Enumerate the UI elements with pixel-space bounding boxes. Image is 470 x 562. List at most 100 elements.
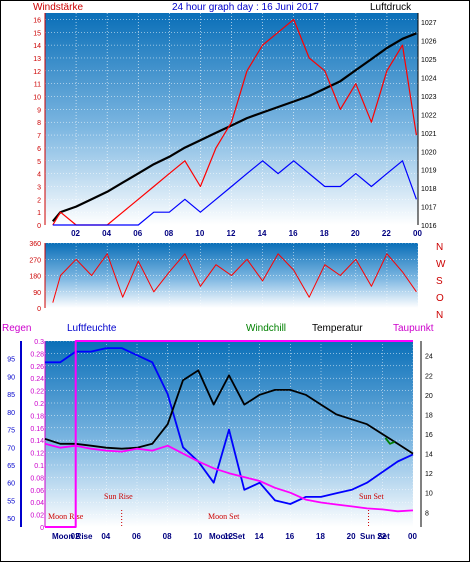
y-tick-label: 270 (29, 257, 41, 264)
x-tick-label: 06 (132, 532, 141, 541)
x-tick-label: 16 (285, 532, 294, 541)
x-tick-label: 20 (347, 532, 356, 541)
x-tick-label: 16 (289, 229, 298, 238)
y-right-tick-label: 1017 (421, 205, 437, 212)
x-tick-label: 20 (351, 229, 360, 238)
y-temp-tick-label: 14 (425, 452, 433, 459)
compass-label: N (436, 242, 443, 253)
event-sun-set: Sun Set (359, 492, 384, 501)
x-tick-label: 18 (320, 229, 329, 238)
x-tick-label: 12 (224, 532, 233, 541)
y-regen-tick-label: 0.14 (30, 438, 44, 445)
y-humidity-tick-label: 50 (7, 516, 15, 523)
series-line-luftdruck (51, 32, 417, 223)
event-moon-rise: Moon Rise (48, 512, 84, 521)
x-tick-label: 12 (227, 229, 236, 238)
y-right-tick-label: 1027 (421, 20, 437, 27)
x-tick-label: 02 (71, 532, 80, 541)
y-regen-tick-label: 0.18 (30, 413, 44, 420)
y-right-tick-label: 1026 (421, 39, 437, 46)
y-regen-tick-label: 0.1 (34, 463, 44, 470)
x-tick-label: 00 (413, 229, 422, 238)
y-regen-tick-label: 0.26 (30, 364, 44, 371)
y-humidity-tick-label: 60 (7, 481, 15, 488)
y-left-tick-label: 2 (37, 197, 41, 204)
x-tick-label: 22 (382, 229, 391, 238)
y-left-tick-label: 6 (37, 146, 41, 153)
y-regen-tick-label: 0.04 (30, 500, 44, 507)
y-left-tick-label: 5 (37, 159, 41, 166)
x-tick-label: 14 (258, 229, 267, 238)
y-humidity-tick-label: 75 (7, 428, 15, 435)
y-tick-label: 90 (33, 290, 41, 297)
y-left-tick-label: 9 (37, 107, 41, 114)
x-tick-label: 00 (408, 532, 417, 541)
series-line-regen (45, 340, 413, 528)
y-regen-tick-label: 0.06 (30, 488, 44, 495)
x-tick-label: 08 (164, 229, 173, 238)
compass-label: W (436, 259, 446, 270)
y-right-tick-label: 1020 (421, 149, 437, 156)
y-left-tick-label: 15 (33, 30, 41, 37)
series-line-taupunkt (44, 442, 414, 513)
series-line-windrichtung (52, 253, 417, 303)
y-regen-tick-label: 0.2 (34, 401, 44, 408)
y-temp-tick-label: 20 (425, 393, 433, 400)
y-left-tick-label: 11 (34, 82, 41, 89)
y-temp-tick-label: 24 (425, 354, 433, 361)
y-regen-tick-label: 0 (40, 525, 44, 532)
y-regen-tick-label: 0.02 (30, 513, 44, 520)
y-right-tick-label: 1023 (421, 94, 437, 101)
y-left-tick-label: 4 (37, 172, 41, 179)
x-tick-label: 04 (101, 532, 110, 541)
temp-humidity-chart: 02 04 06 08 10 12 14 16 18 20 22 0000.020.040.060.0… (7, 339, 433, 541)
windstaerke-label: Windstärke (33, 2, 83, 13)
x-tick-label: 08 (163, 532, 172, 541)
taupunkt-label: Taupunkt (393, 323, 434, 334)
x-tick-label: 10 (195, 229, 204, 238)
y-temp-tick-label: 18 (425, 412, 433, 419)
compass-label: O (436, 293, 444, 304)
y-right-tick-label: 1021 (421, 131, 437, 138)
regen-label: Regen (2, 323, 31, 334)
event-sun-rise: Sun Rise (104, 492, 133, 501)
y-regen-tick-label: 0.3 (34, 339, 44, 346)
y-regen-tick-label: 0.12 (30, 451, 44, 458)
y-regen-tick-label: 0.24 (30, 376, 44, 383)
x-extra-moon-set: Moon Set (209, 532, 245, 541)
y-tick-label: 0 (37, 306, 41, 313)
y-right-tick-label: 1018 (421, 186, 437, 193)
y-left-tick-label: 7 (37, 133, 41, 140)
x-tick-label: 22 (377, 532, 386, 541)
y-left-tick-label: 12 (33, 69, 41, 76)
wind-pressure-chart: 02 04 06 08 10 12 14 16 18 20 22 000123456789101112… (33, 13, 437, 238)
y-temp-tick-label: 10 (425, 491, 433, 498)
luftdruck-label: Luftdruck (370, 2, 412, 13)
x-tick-label: 04 (102, 229, 111, 238)
y-right-tick-label: 1024 (421, 76, 437, 83)
y-tick-label: 180 (29, 274, 41, 281)
y-temp-tick-label: 22 (425, 373, 433, 380)
y-left-tick-label: 10 (33, 95, 41, 102)
y-left-tick-label: 1 (37, 210, 41, 217)
luftfeuchte-label: Luftfeuchte (67, 323, 117, 334)
temperatur-label: Temperatur (312, 323, 363, 334)
y-right-tick-label: 1025 (421, 57, 437, 64)
chart-title: 24 hour graph day : 16 Juni 2017 (172, 2, 319, 13)
y-regen-tick-label: 0.28 (30, 351, 44, 358)
y-left-tick-label: 8 (37, 120, 41, 127)
y-temp-tick-label: 12 (425, 471, 433, 478)
x-tick-label: 02 (71, 229, 80, 238)
y-regen-tick-label: 0.16 (30, 426, 44, 433)
y-humidity-tick-label: 90 (7, 374, 15, 381)
y-humidity-tick-label: 85 (7, 392, 15, 399)
y-humidity-tick-label: 65 (7, 463, 15, 470)
x-extra-moon-rise: Moon Rise (52, 532, 93, 541)
x-tick-label: 14 (255, 532, 264, 541)
y-tick-label: 360 (29, 241, 41, 248)
x-tick-label: 06 (133, 229, 142, 238)
y-left-tick-label: 16 (33, 17, 41, 24)
series-line-luftfeuchte (45, 347, 414, 505)
